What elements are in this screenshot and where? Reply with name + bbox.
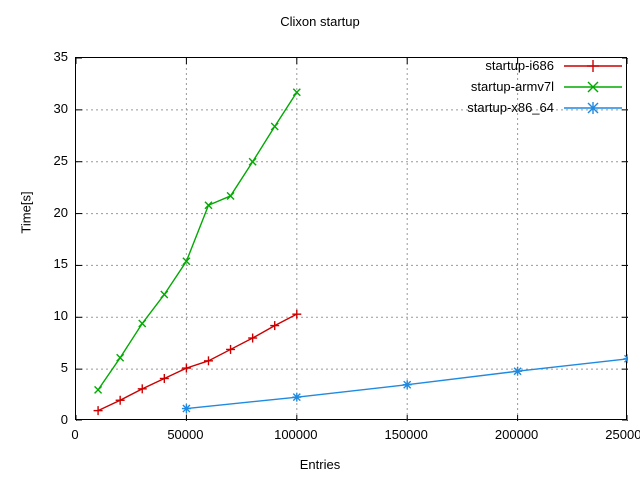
y-tick-label: 10 (53, 308, 68, 324)
y-tick-label: 15 (53, 256, 68, 272)
x-tick-label: 250000 (605, 427, 640, 442)
legend-label: startup-i686 (485, 58, 554, 73)
series-startup-i686 (93, 309, 302, 416)
x-tick-label: 50000 (167, 427, 204, 442)
y-tick-label: 20 (53, 204, 68, 220)
legend-sample-startup-x86-64 (564, 101, 622, 114)
x-axis-ticks: 0 50000 100000 150000 200000 250000 (0, 428, 640, 448)
y-tick-label: 5 (60, 360, 68, 376)
x-tick-label: 0 (71, 427, 79, 442)
x-axis-label: Entries (299, 457, 341, 472)
series-startup-armv7l (94, 88, 301, 394)
legend-item: startup-x86_64 (408, 97, 624, 118)
legend-item: startup-armv7l (408, 76, 624, 97)
chart-legend: startup-i686 startup-armv7l startup-x86_… (408, 55, 624, 118)
legend-label: startup-armv7l (470, 79, 554, 94)
y-tick-label: 35 (53, 49, 68, 64)
legend-label: startup-x86_64 (467, 100, 554, 115)
y-tick-label: 25 (53, 152, 68, 168)
plot-area (75, 57, 628, 421)
x-tick-label: 150000 (384, 427, 428, 442)
series-startup-x86-64 (181, 354, 628, 414)
y-axis-ticks: 0 5 10 15 20 25 30 35 (0, 0, 68, 480)
y-tick-label: 0 (60, 412, 68, 427)
legend-sample-startup-i686 (564, 59, 622, 72)
legend-sample-startup-armv7l (564, 81, 622, 92)
chart-title: Clixon startup (280, 14, 360, 29)
plot-svg (76, 58, 628, 421)
y-tick-label: 30 (53, 100, 68, 116)
legend-item: startup-i686 (408, 55, 624, 76)
x-tick-label: 100000 (274, 427, 318, 442)
x-tick-label: 200000 (494, 427, 539, 442)
